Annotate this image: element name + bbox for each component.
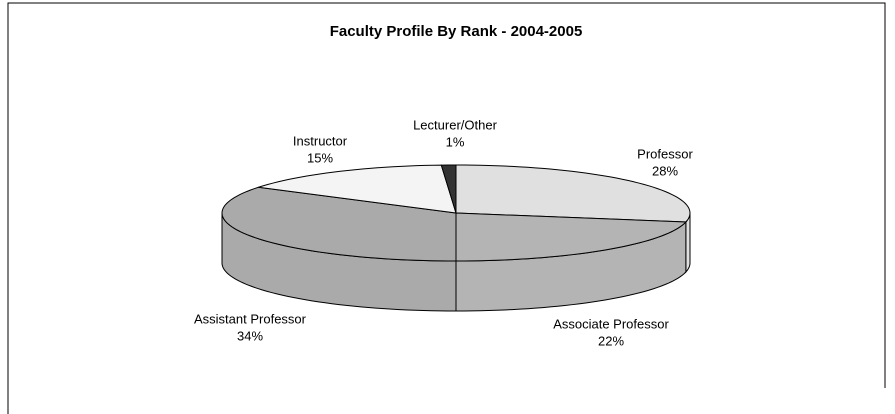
slice-top [455,164,691,223]
slice-value-label: 34% [237,328,263,343]
slice-value-label: 1% [446,134,465,149]
slice-top [455,212,688,262]
slice-value-label: 28% [652,163,678,178]
slice-label: Assistant Professor [194,311,307,326]
slice [258,164,457,214]
slice-label: Instructor [293,133,348,148]
slice-value-label: 22% [598,333,624,348]
slice-label: Professor [637,146,693,161]
slice-label: Lecturer/Other [413,117,497,132]
slice-top [258,164,457,214]
slice-top [440,164,457,214]
slice-value-label: 15% [307,150,333,165]
slice [440,164,457,214]
chart-title: Faculty Profile By Rank - 2004-2005 [330,23,583,40]
slice [455,212,688,312]
slice [455,164,691,274]
slice-label: Associate Professor [553,316,669,331]
chart-frame [7,2,886,414]
